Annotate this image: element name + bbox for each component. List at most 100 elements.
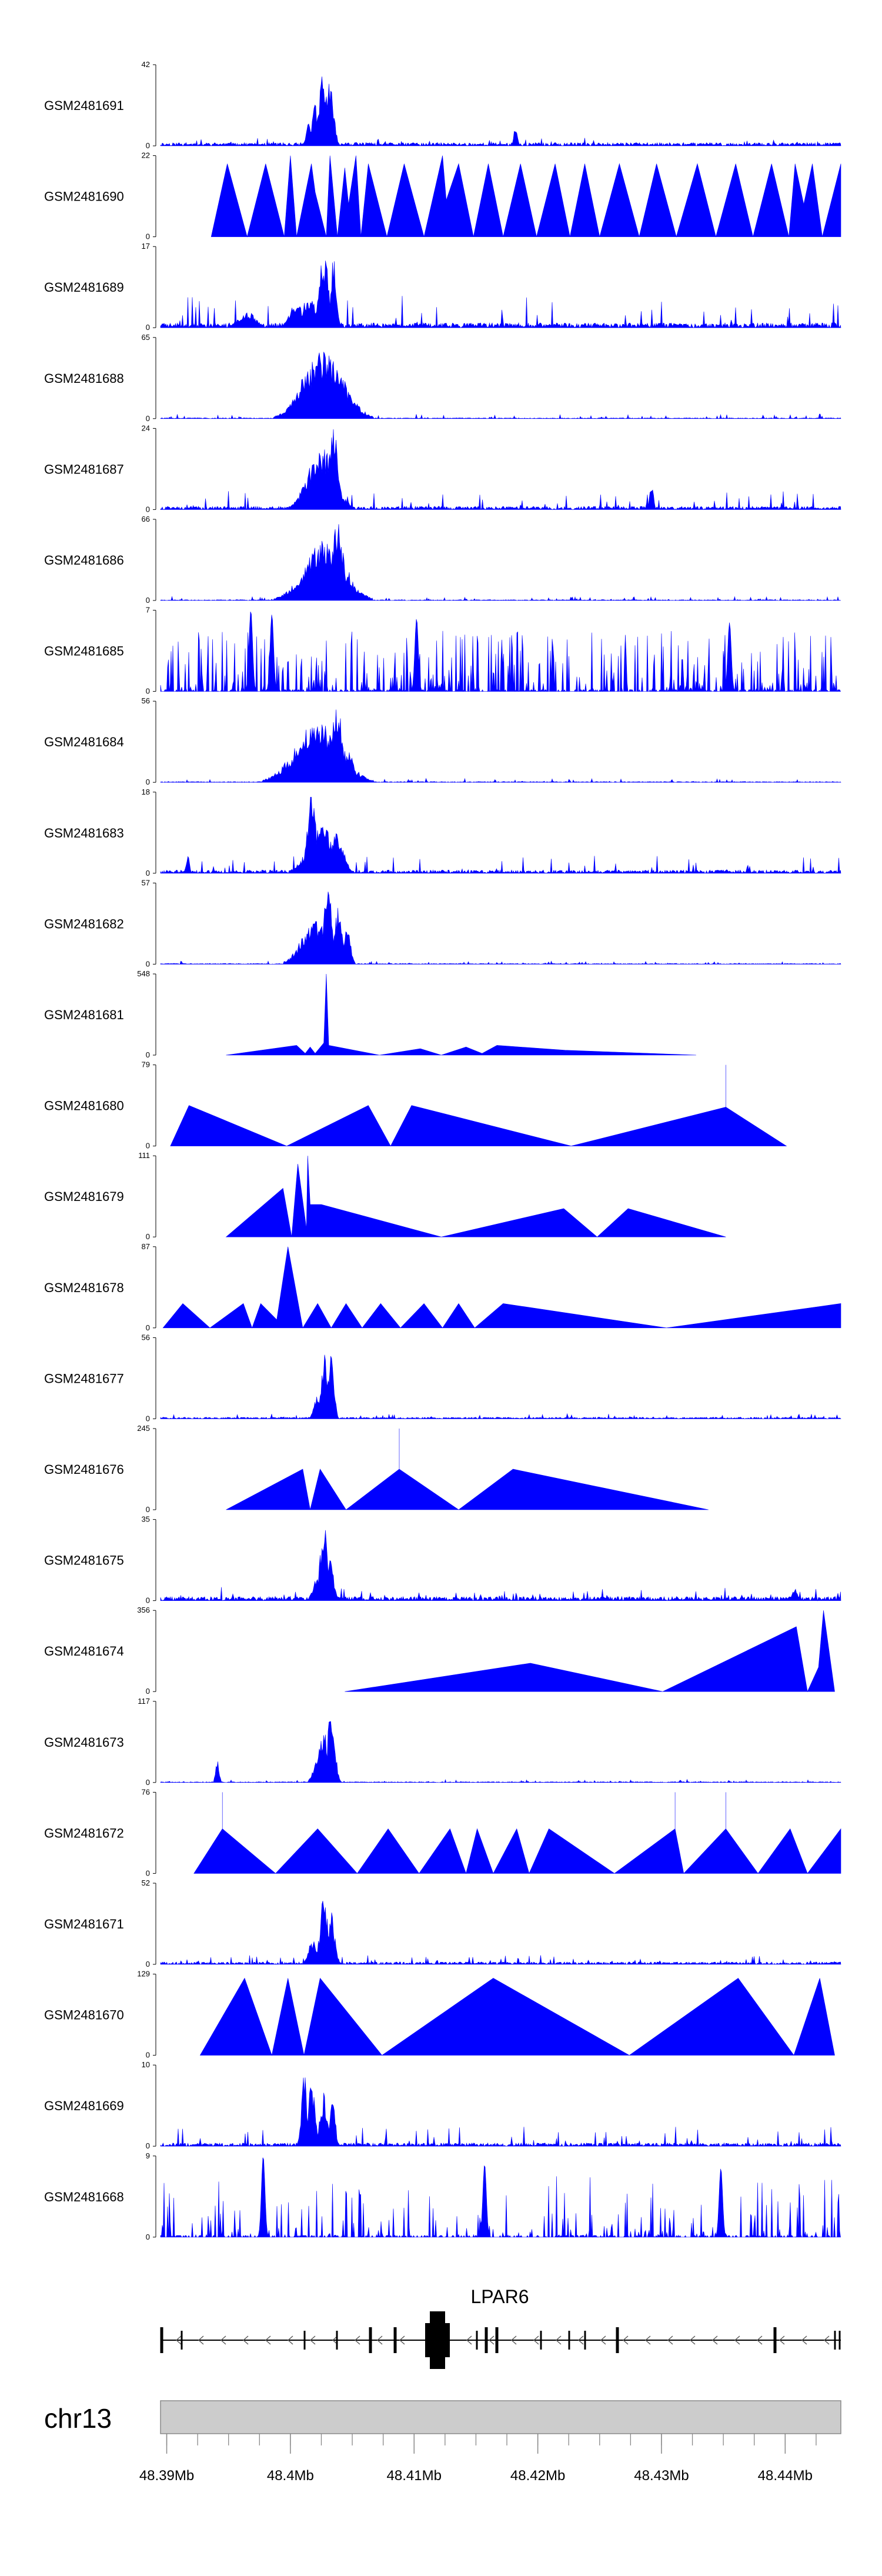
- strand-arrows: [175, 2335, 830, 2345]
- track-GSM2481670: GSM2481670 129 0: [44, 1970, 835, 2060]
- y-max-label: 52: [142, 1878, 150, 1887]
- track-label: GSM2481678: [44, 1280, 124, 1295]
- strand-arrow: [175, 2335, 182, 2345]
- track-GSM2481672: GSM2481672 76 0: [44, 1787, 841, 1877]
- strand-arrow: [399, 2335, 405, 2345]
- axis-tick-label: 48.42Mb: [510, 2468, 565, 2484]
- y-min-label: 0: [146, 1868, 150, 1877]
- track-label: GSM2481680: [44, 1099, 124, 1113]
- track-GSM2481687: GSM2481687 24 0: [44, 423, 841, 513]
- track-GSM2481680: GSM2481680 79 0: [44, 1060, 787, 1150]
- track-label: GSM2481676: [44, 1462, 124, 1477]
- track-label: GSM2481686: [44, 553, 124, 568]
- exon: [476, 2331, 478, 2350]
- coverage-area: [226, 1429, 709, 1510]
- y-max-label: 548: [137, 969, 150, 978]
- axis-tick-label: 48.43Mb: [634, 2468, 689, 2484]
- exon: [160, 2327, 163, 2353]
- track-GSM2481689: GSM2481689 17 0: [44, 242, 841, 332]
- y-min-label: 0: [146, 1960, 150, 1968]
- y-min-label: 0: [146, 2141, 150, 2150]
- exon: [485, 2327, 488, 2353]
- track-GSM2481673: GSM2481673 117 0: [44, 1697, 841, 1787]
- coverage-area: [160, 2077, 841, 2147]
- strand-arrow: [287, 2335, 293, 2345]
- y-min-label: 0: [146, 1323, 150, 1332]
- coverage-area: [199, 1977, 835, 2056]
- coverage-area: [160, 1901, 841, 1966]
- track-GSM2481676: GSM2481676 245 0: [44, 1424, 709, 1514]
- strand-arrow: [555, 2335, 562, 2345]
- y-min-label: 0: [146, 1596, 150, 1605]
- exon: [584, 2331, 586, 2350]
- y-min-label: 0: [146, 232, 150, 241]
- coverage-tracks: GSM2481691420GSM2481690220GSM2481689170G…: [44, 60, 841, 2241]
- gene-label: LPAR6: [470, 2286, 529, 2307]
- strand-arrow: [734, 2335, 740, 2345]
- track-GSM2481669: GSM2481669 10 0: [44, 2060, 841, 2150]
- chromosome-ideogram-bar: [160, 2400, 841, 2434]
- y-min-label: 0: [146, 687, 150, 696]
- y-min-label: 0: [146, 323, 150, 332]
- track-label: GSM2481682: [44, 916, 124, 931]
- exon: [568, 2331, 570, 2350]
- strand-arrow: [332, 2335, 338, 2345]
- exon: [495, 2327, 499, 2353]
- strand-arrow: [600, 2335, 606, 2345]
- y-min-label: 0: [146, 1232, 150, 1241]
- track-label: GSM2481690: [44, 189, 124, 204]
- strand-arrow: [644, 2335, 651, 2345]
- strand-arrow: [488, 2335, 495, 2345]
- axis-tick-label: 48.4Mb: [267, 2468, 314, 2484]
- y-min-label: 0: [146, 778, 150, 786]
- exon: [834, 2331, 836, 2350]
- y-max-label: 35: [142, 1515, 150, 1524]
- y-min-label: 0: [146, 505, 150, 513]
- track-GSM2481681: GSM2481681 548 0: [44, 969, 696, 1059]
- y-min-label: 0: [146, 596, 150, 605]
- y-max-label: 245: [137, 1424, 150, 1433]
- strand-arrow: [265, 2335, 271, 2345]
- y-max-label: 56: [142, 696, 150, 705]
- y-max-label: 42: [142, 60, 150, 69]
- track-GSM2481677: GSM2481677 56 0: [44, 1333, 841, 1423]
- axis-tick-label: 48.41Mb: [387, 2468, 442, 2484]
- exon: [181, 2331, 183, 2350]
- coverage-area: [160, 2157, 841, 2238]
- track-label: GSM2481683: [44, 826, 124, 840]
- y-min-label: 0: [146, 2051, 150, 2060]
- track-GSM2481686: GSM2481686 66 0: [44, 515, 841, 605]
- strand-arrow: [711, 2335, 718, 2345]
- strand-arrow: [823, 2335, 830, 2345]
- y-min-label: 0: [146, 2233, 150, 2241]
- coverage-area: [211, 155, 841, 238]
- gene-annotation-track: LPAR6: [160, 2286, 841, 2369]
- track-label: GSM2481687: [44, 462, 124, 476]
- y-max-label: 117: [138, 1697, 150, 1706]
- y-min-label: 0: [146, 959, 150, 968]
- track-GSM2481668: GSM2481668 9 0: [44, 2151, 841, 2241]
- genomic-axis: chr13 48.39Mb 48.4Mb 48.41Mb 48.42Mb 48.43Mb…: [44, 2400, 841, 2484]
- track-GSM2481685: GSM2481685 7 0: [44, 606, 841, 696]
- y-max-label: 9: [146, 2151, 150, 2160]
- track-label: GSM2481685: [44, 644, 124, 659]
- axis-tick-label: 48.39Mb: [139, 2468, 194, 2484]
- track-GSM2481684: GSM2481684 56 0: [44, 696, 841, 786]
- coverage-area: [345, 1610, 835, 1693]
- y-max-label: 66: [142, 515, 150, 523]
- y-max-label: 22: [142, 151, 150, 160]
- y-min-label: 0: [146, 1414, 150, 1423]
- y-min-label: 0: [146, 414, 150, 423]
- track-GSM2481688: GSM2481688 65 0: [44, 333, 841, 423]
- y-min-label: 0: [146, 869, 150, 877]
- track-GSM2481690: GSM2481690 22 0: [44, 151, 841, 241]
- track-label: GSM2481689: [44, 280, 124, 295]
- y-min-label: 0: [146, 1142, 150, 1150]
- coverage-area: [170, 1065, 787, 1147]
- track-label: GSM2481681: [44, 1007, 124, 1022]
- strand-arrow: [466, 2335, 472, 2345]
- exon: [393, 2327, 397, 2353]
- track-label: GSM2481671: [44, 1917, 124, 1931]
- exon: [838, 2331, 841, 2350]
- y-min-label: 0: [146, 1505, 150, 1514]
